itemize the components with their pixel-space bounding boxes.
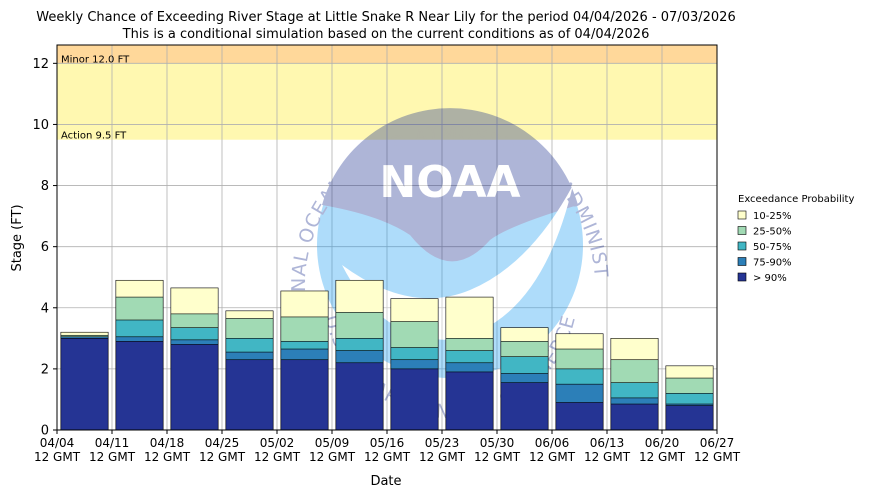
bar-05-30 <box>500 382 549 431</box>
legend-label: 75-90% <box>753 258 792 269</box>
legend-swatch <box>737 272 747 282</box>
legend-swatch <box>737 257 747 266</box>
bar-06-06 <box>555 402 604 431</box>
x-tick-label: 04/04 12 GMT <box>34 436 81 464</box>
legend-label: 25-50% <box>753 227 792 238</box>
x-tick-label: 06/20 12 GMT <box>639 436 686 464</box>
y-tick-label: 8 <box>41 179 49 194</box>
action-threshold-label: Action 9.5 FT <box>61 131 127 142</box>
x-axis-label: Date <box>370 474 401 489</box>
legend-swatch <box>737 210 747 220</box>
y-axis: 0 2 4 6 8 10 12 <box>32 57 57 439</box>
bar-05-09 <box>335 362 384 431</box>
legend-swatch <box>737 226 747 235</box>
legend-label: 50-75% <box>753 242 792 253</box>
x-tick-label: 05/30 12 GMT <box>474 436 521 464</box>
y-axis-label: Stage (FT) <box>10 204 25 271</box>
legend: Exceedance Probability 10-25% 25-50% 50-75%… <box>737 194 854 284</box>
y-tick-label: 12 <box>32 57 49 72</box>
threshold-labels: Minor 12.0 FT Action 9.5 FT <box>61 54 130 141</box>
y-tick-label: 2 <box>41 362 49 377</box>
x-tick-label: 05/02 12 GMT <box>254 436 301 464</box>
bar-05-16 <box>390 368 439 431</box>
bar-04-18 <box>170 344 219 431</box>
noaa-logo-bird <box>322 108 578 262</box>
bar-06-20 <box>665 405 714 431</box>
x-tick-label: 06/06 12 GMT <box>529 436 576 464</box>
noaa-logo-circle <box>317 112 583 378</box>
bar-05-23 <box>445 371 494 431</box>
chart-subtitle: This is a conditional simulation based o… <box>122 27 650 42</box>
x-tick-label: 05/16 12 GMT <box>364 436 411 464</box>
bar-06-13 <box>610 403 659 431</box>
x-tick-label: 05/23 12 GMT <box>419 436 466 464</box>
x-tick-label: 04/18 12 GMT <box>144 436 191 464</box>
legend-swatch <box>737 241 747 251</box>
x-tick-label: 05/09 12 GMT <box>309 436 356 464</box>
bar-04-25 <box>225 359 274 431</box>
x-axis: 04/04 12 GMT 04/11 12 GMT 04/18 12 GMT 04/25 12… <box>34 430 741 464</box>
bar-05-02 <box>280 359 329 431</box>
noaa-logo-text: NOAA <box>379 157 520 208</box>
y-tick-label: 10 <box>32 118 49 133</box>
y-tick-label: 0 <box>41 424 49 439</box>
legend-title: Exceedance Probability <box>738 194 854 205</box>
y-tick-label: 4 <box>41 301 49 316</box>
x-tick-label: 06/13 12 GMT <box>584 436 631 464</box>
legend-label: > 90% <box>753 273 787 284</box>
bar-04-04 <box>60 338 109 431</box>
x-tick-label: 04/11 12 GMT <box>89 436 136 464</box>
x-tick-label: 04/25 12 GMT <box>199 436 246 464</box>
chart-title: Weekly Chance of Exceeding River Stage a… <box>36 10 735 25</box>
y-tick-label: 6 <box>41 240 49 255</box>
x-tick-label: 06/27 12 GMT <box>694 436 741 464</box>
legend-label: 10-25% <box>753 211 792 222</box>
bar-04-11 <box>115 341 164 431</box>
minor-threshold-label: Minor 12.0 FT <box>61 54 130 65</box>
